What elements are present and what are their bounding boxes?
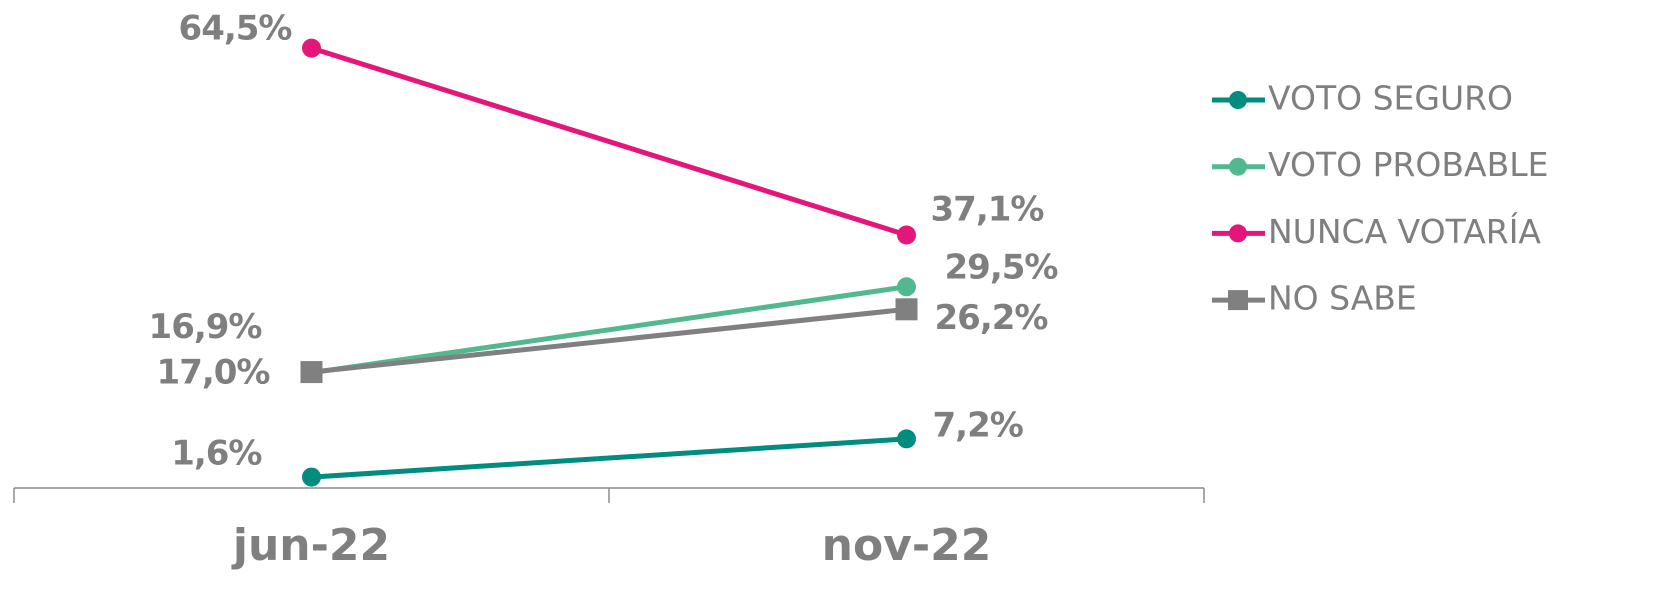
data-label: 64,5% xyxy=(179,9,292,49)
legend-label: VOTO PROBABLE xyxy=(1268,145,1548,184)
series-line xyxy=(311,284,907,376)
series-line xyxy=(311,306,907,375)
marker xyxy=(897,225,916,245)
data-label: 37,1% xyxy=(931,189,1044,229)
series-line xyxy=(311,436,907,480)
legend-label: NO SABE xyxy=(1268,279,1417,318)
marker xyxy=(302,467,321,487)
legend-label: NUNCA VOTARÍA xyxy=(1268,211,1541,251)
legend-marker xyxy=(1229,157,1247,176)
legend-marker xyxy=(1229,224,1247,243)
marker xyxy=(897,277,916,297)
marker xyxy=(302,38,321,58)
data-label: 7,2% xyxy=(933,405,1023,445)
x-tick-label: jun-22 xyxy=(231,520,390,571)
legend-marker xyxy=(1228,290,1248,311)
data-label: 17,0% xyxy=(157,353,270,393)
data-label: 29,5% xyxy=(945,247,1058,287)
data-label: 1,6% xyxy=(171,434,261,474)
data-label: 26,2% xyxy=(935,298,1048,338)
legend-marker xyxy=(1229,91,1247,109)
marker xyxy=(895,298,918,321)
series-line xyxy=(310,45,908,238)
x-tick-label: nov-22 xyxy=(822,520,992,571)
legend-label: VOTO SEGURO xyxy=(1268,79,1513,118)
marker xyxy=(300,361,323,384)
marker xyxy=(897,429,916,449)
data-label: 16,9% xyxy=(149,307,262,347)
